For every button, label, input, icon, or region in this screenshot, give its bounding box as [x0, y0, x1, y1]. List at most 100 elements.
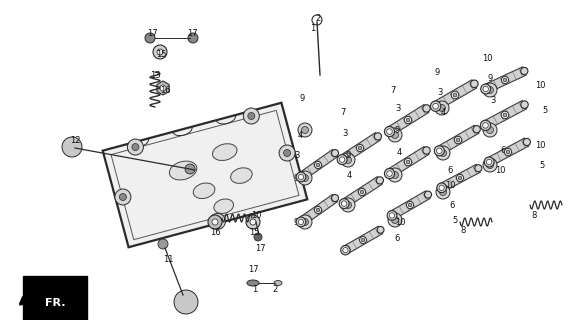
Circle shape — [254, 233, 262, 241]
Circle shape — [332, 195, 339, 202]
Circle shape — [390, 213, 395, 218]
Circle shape — [160, 85, 166, 91]
Circle shape — [120, 194, 127, 201]
Circle shape — [341, 153, 355, 167]
Text: 6: 6 — [449, 201, 455, 210]
Circle shape — [188, 33, 198, 43]
Circle shape — [456, 138, 460, 142]
Circle shape — [214, 218, 221, 225]
Ellipse shape — [231, 168, 252, 183]
Circle shape — [458, 176, 462, 180]
Circle shape — [483, 158, 497, 172]
Circle shape — [298, 215, 312, 229]
Text: 10: 10 — [395, 218, 405, 227]
Circle shape — [185, 164, 195, 174]
Text: 12: 12 — [70, 135, 80, 145]
Circle shape — [481, 84, 491, 94]
Text: 9: 9 — [299, 93, 305, 102]
Ellipse shape — [213, 144, 237, 161]
Circle shape — [375, 133, 381, 140]
Polygon shape — [340, 132, 380, 164]
Circle shape — [115, 189, 131, 205]
Circle shape — [391, 217, 398, 223]
Circle shape — [453, 93, 457, 97]
Text: 10: 10 — [481, 53, 492, 62]
Text: 7: 7 — [390, 85, 396, 94]
Circle shape — [298, 171, 312, 185]
Circle shape — [339, 199, 349, 209]
Text: 9: 9 — [294, 218, 299, 227]
Circle shape — [341, 198, 355, 212]
Circle shape — [483, 123, 497, 137]
Circle shape — [437, 183, 446, 193]
Circle shape — [451, 91, 459, 99]
Polygon shape — [298, 195, 338, 226]
Circle shape — [212, 219, 218, 225]
Polygon shape — [437, 125, 479, 155]
Circle shape — [145, 33, 155, 43]
Circle shape — [332, 149, 339, 156]
Circle shape — [404, 158, 412, 166]
Text: 16: 16 — [160, 85, 171, 94]
Circle shape — [384, 169, 395, 179]
Circle shape — [483, 86, 488, 92]
Circle shape — [439, 105, 446, 111]
Circle shape — [250, 219, 256, 225]
Ellipse shape — [193, 183, 215, 199]
Circle shape — [298, 123, 312, 137]
Text: 16: 16 — [210, 228, 220, 236]
Circle shape — [208, 215, 222, 229]
Circle shape — [343, 248, 348, 253]
Circle shape — [436, 148, 442, 154]
Text: 5: 5 — [453, 215, 458, 225]
Circle shape — [406, 160, 410, 164]
Circle shape — [337, 155, 347, 164]
Circle shape — [406, 118, 410, 122]
Circle shape — [506, 150, 510, 154]
Text: 9: 9 — [487, 74, 492, 83]
Polygon shape — [387, 105, 429, 135]
Polygon shape — [103, 103, 307, 247]
Circle shape — [302, 126, 309, 133]
Circle shape — [387, 171, 392, 176]
Circle shape — [483, 83, 497, 97]
Circle shape — [296, 217, 306, 227]
Circle shape — [457, 174, 464, 181]
Circle shape — [470, 80, 478, 88]
Text: 15: 15 — [249, 228, 260, 236]
Circle shape — [62, 137, 82, 157]
Circle shape — [475, 165, 482, 172]
Circle shape — [360, 236, 366, 244]
Circle shape — [376, 177, 383, 184]
Circle shape — [484, 157, 494, 167]
Circle shape — [132, 144, 139, 151]
Circle shape — [521, 68, 528, 75]
Circle shape — [388, 168, 402, 182]
Polygon shape — [298, 149, 338, 180]
Circle shape — [487, 162, 494, 169]
Circle shape — [473, 125, 480, 133]
Text: 4: 4 — [397, 148, 402, 156]
Circle shape — [487, 86, 494, 93]
Text: 9: 9 — [294, 173, 299, 182]
Circle shape — [158, 239, 168, 249]
Circle shape — [340, 245, 350, 255]
Circle shape — [246, 215, 260, 229]
Circle shape — [377, 227, 384, 233]
Circle shape — [454, 136, 462, 144]
Circle shape — [387, 129, 392, 134]
Circle shape — [314, 162, 321, 169]
Circle shape — [423, 105, 430, 112]
Text: 4: 4 — [346, 171, 351, 180]
Text: 9: 9 — [435, 68, 440, 76]
Ellipse shape — [247, 280, 259, 286]
Circle shape — [521, 101, 528, 108]
Circle shape — [434, 146, 444, 156]
Circle shape — [316, 208, 320, 212]
Polygon shape — [487, 138, 529, 166]
Circle shape — [127, 139, 143, 155]
Text: 8: 8 — [531, 211, 537, 220]
Ellipse shape — [214, 199, 234, 213]
Polygon shape — [390, 191, 430, 219]
Circle shape — [483, 123, 488, 128]
